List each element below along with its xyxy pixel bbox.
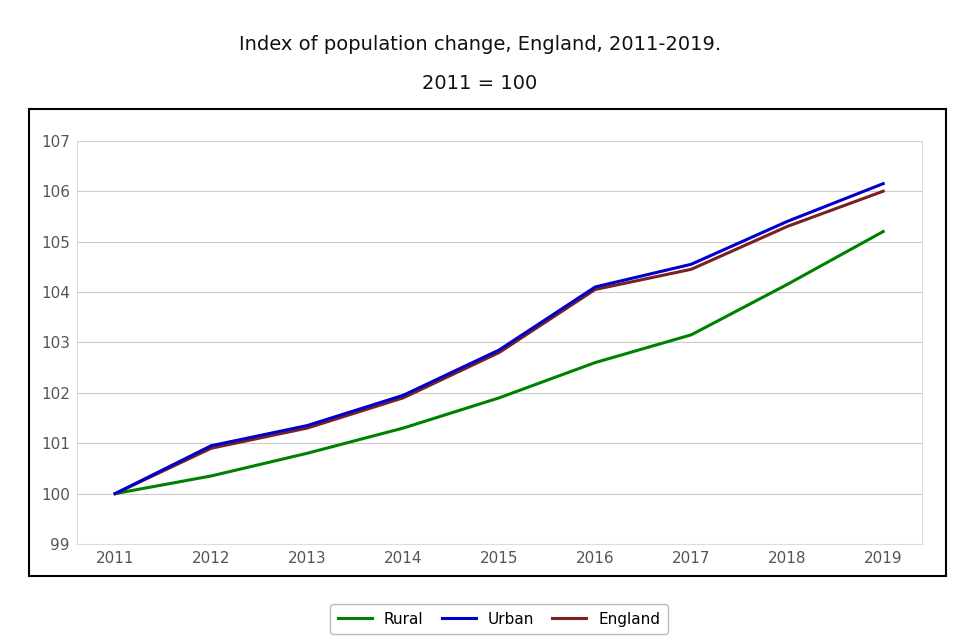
Rural <box>493 394 505 402</box>
Line: Urban: Urban <box>115 184 883 493</box>
Rural <box>397 424 409 432</box>
Text: 2011 = 100: 2011 = 100 <box>422 74 538 93</box>
Line: England: England <box>115 191 883 493</box>
Line: Rural: Rural <box>115 232 883 493</box>
Urban <box>493 346 505 354</box>
England <box>877 188 889 195</box>
Urban <box>685 260 697 268</box>
Urban <box>205 442 217 449</box>
Rural <box>589 359 601 367</box>
Urban <box>301 422 313 429</box>
England <box>589 285 601 293</box>
Urban <box>781 218 793 225</box>
Urban <box>589 283 601 291</box>
Urban <box>397 392 409 399</box>
England <box>781 223 793 230</box>
Rural <box>109 490 121 497</box>
England <box>685 266 697 273</box>
Rural <box>685 331 697 339</box>
Text: Index of population change, England, 2011-2019.: Index of population change, England, 201… <box>239 35 721 54</box>
England <box>109 490 121 497</box>
England <box>397 394 409 402</box>
England <box>493 349 505 356</box>
Rural <box>205 472 217 480</box>
Urban <box>877 180 889 188</box>
Legend: Rural, Urban, England: Rural, Urban, England <box>330 604 668 634</box>
Rural <box>301 449 313 457</box>
Rural <box>877 228 889 236</box>
Urban <box>109 490 121 497</box>
England <box>301 424 313 432</box>
Rural <box>781 280 793 288</box>
England <box>205 444 217 452</box>
